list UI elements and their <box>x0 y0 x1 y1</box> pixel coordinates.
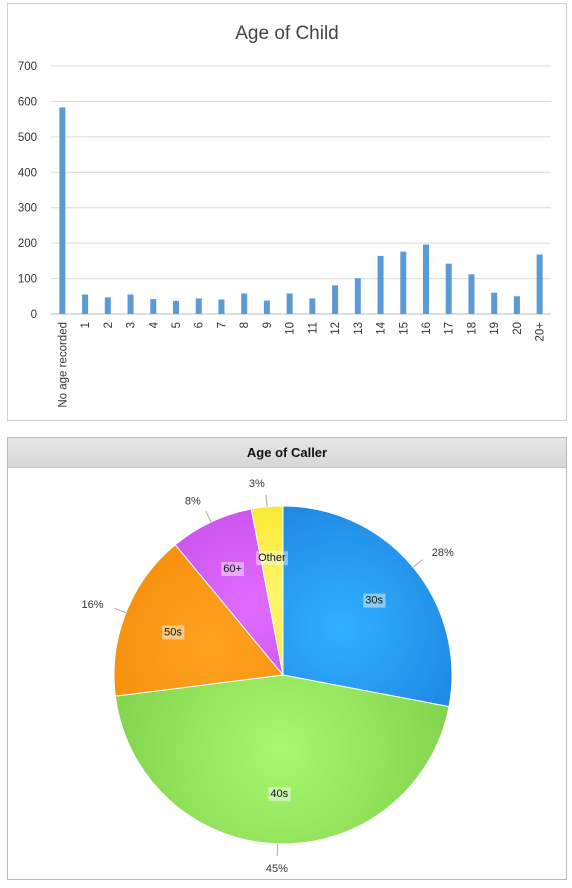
x-tick-label: 7 <box>216 322 228 328</box>
x-tick-label: 5 <box>171 322 183 328</box>
x-tick-label: 11 <box>307 322 319 334</box>
bar <box>127 294 134 314</box>
x-tick-label: 9 <box>262 322 274 328</box>
y-tick-label: 600 <box>18 96 37 108</box>
x-tick-label: 4 <box>148 321 160 328</box>
x-tick-label: 18 <box>466 322 478 335</box>
slice-percent-label: 28% <box>432 547 454 559</box>
bar <box>309 298 316 314</box>
pie-slices <box>113 505 453 845</box>
slice-label-background <box>363 593 386 608</box>
x-tick-label: 12 <box>330 322 342 335</box>
bar <box>354 278 361 314</box>
slice-label-background <box>256 551 288 566</box>
slice-label-background <box>268 787 291 802</box>
leader-line <box>205 511 212 523</box>
x-tick-label: 3 <box>126 322 138 328</box>
bar <box>150 299 157 314</box>
x-tick-label: 15 <box>398 322 410 335</box>
bar <box>286 293 293 314</box>
age-of-child-chart-panel: Age of Child 0 100 200 300 400 500 600 700 No a… <box>7 3 567 421</box>
chart-title: Age of Caller <box>8 438 566 468</box>
leader-lines <box>114 494 423 856</box>
x-tick-label: 8 <box>239 322 251 328</box>
age-of-caller-chart: 30s 28% 40s 45% 50s 16% 60+ 8% Other 3% <box>82 478 454 875</box>
slice-label: 30s <box>365 595 383 607</box>
slice-percent-label: 8% <box>185 495 201 507</box>
x-tick-label: 20 <box>512 322 524 335</box>
bar <box>423 244 429 314</box>
bar <box>468 274 475 314</box>
slice-label: 60+ <box>223 563 242 575</box>
bar <box>263 300 270 314</box>
bar <box>59 107 66 314</box>
bar <box>332 285 339 314</box>
bar <box>445 263 452 314</box>
pie-slice <box>114 674 450 845</box>
bar <box>400 251 407 314</box>
bar <box>218 299 225 314</box>
y-tick-label: 300 <box>18 203 37 215</box>
leader-line <box>265 494 268 507</box>
gridlines <box>51 65 551 315</box>
x-tick-label: 13 <box>353 322 365 335</box>
bar <box>536 254 543 314</box>
bar <box>491 292 498 314</box>
bar <box>104 297 111 314</box>
x-axis: No age recorded 1 2 3 4 5 6 7 8 9 10 11 12 13 14 15 16 17… <box>57 321 546 407</box>
pie-labels: 30s 28% 40s 45% 50s 16% 60+ 8% Other 3% <box>82 478 454 875</box>
y-tick-label: 0 <box>31 309 37 321</box>
bar <box>513 296 520 314</box>
leader-line <box>412 559 423 568</box>
x-tick-label: 1 <box>80 322 92 328</box>
x-tick-label: No age recorded <box>57 322 69 408</box>
slice-label: 50s <box>164 626 182 638</box>
x-tick-label: 16 <box>421 322 433 335</box>
slice-percent-label: 45% <box>266 863 288 875</box>
leader-line <box>114 607 127 614</box>
y-axis: 0 100 200 300 400 500 600 700 <box>18 61 37 321</box>
bar <box>82 294 89 314</box>
slice-percent-label: 3% <box>249 478 265 490</box>
x-tick-label: 19 <box>489 322 501 335</box>
slice-percent-label: 16% <box>82 599 104 611</box>
bar <box>377 255 384 314</box>
slice-label: 40s <box>270 788 288 800</box>
x-tick-label: 20+ <box>535 322 547 342</box>
y-tick-label: 400 <box>18 167 37 179</box>
x-tick-label: 6 <box>194 322 206 328</box>
chart-title: Age of Child <box>235 23 339 44</box>
pie-slice <box>250 505 284 676</box>
slice-label-background <box>162 625 185 640</box>
x-tick-label: 10 <box>285 322 297 335</box>
age-of-caller-chart-panel: Age of Caller 30s 28% 40s 45% 50s 16% 60+ 8% Oth… <box>7 437 567 880</box>
age-of-child-chart: Age of Child 0 100 200 300 400 500 600 700 No a… <box>18 23 551 408</box>
bars <box>59 107 543 314</box>
bar <box>241 293 248 314</box>
x-tick-label: 17 <box>444 322 456 335</box>
slice-label: Other <box>258 552 286 564</box>
y-tick-label: 500 <box>18 132 37 144</box>
bar <box>173 300 179 314</box>
slice-label-background <box>221 561 244 576</box>
y-tick-label: 100 <box>18 274 37 286</box>
x-tick-label: 2 <box>103 322 115 328</box>
x-tick-label: 14 <box>376 321 388 334</box>
y-tick-label: 200 <box>18 238 37 250</box>
y-tick-label: 700 <box>18 61 37 73</box>
bar <box>195 298 202 314</box>
